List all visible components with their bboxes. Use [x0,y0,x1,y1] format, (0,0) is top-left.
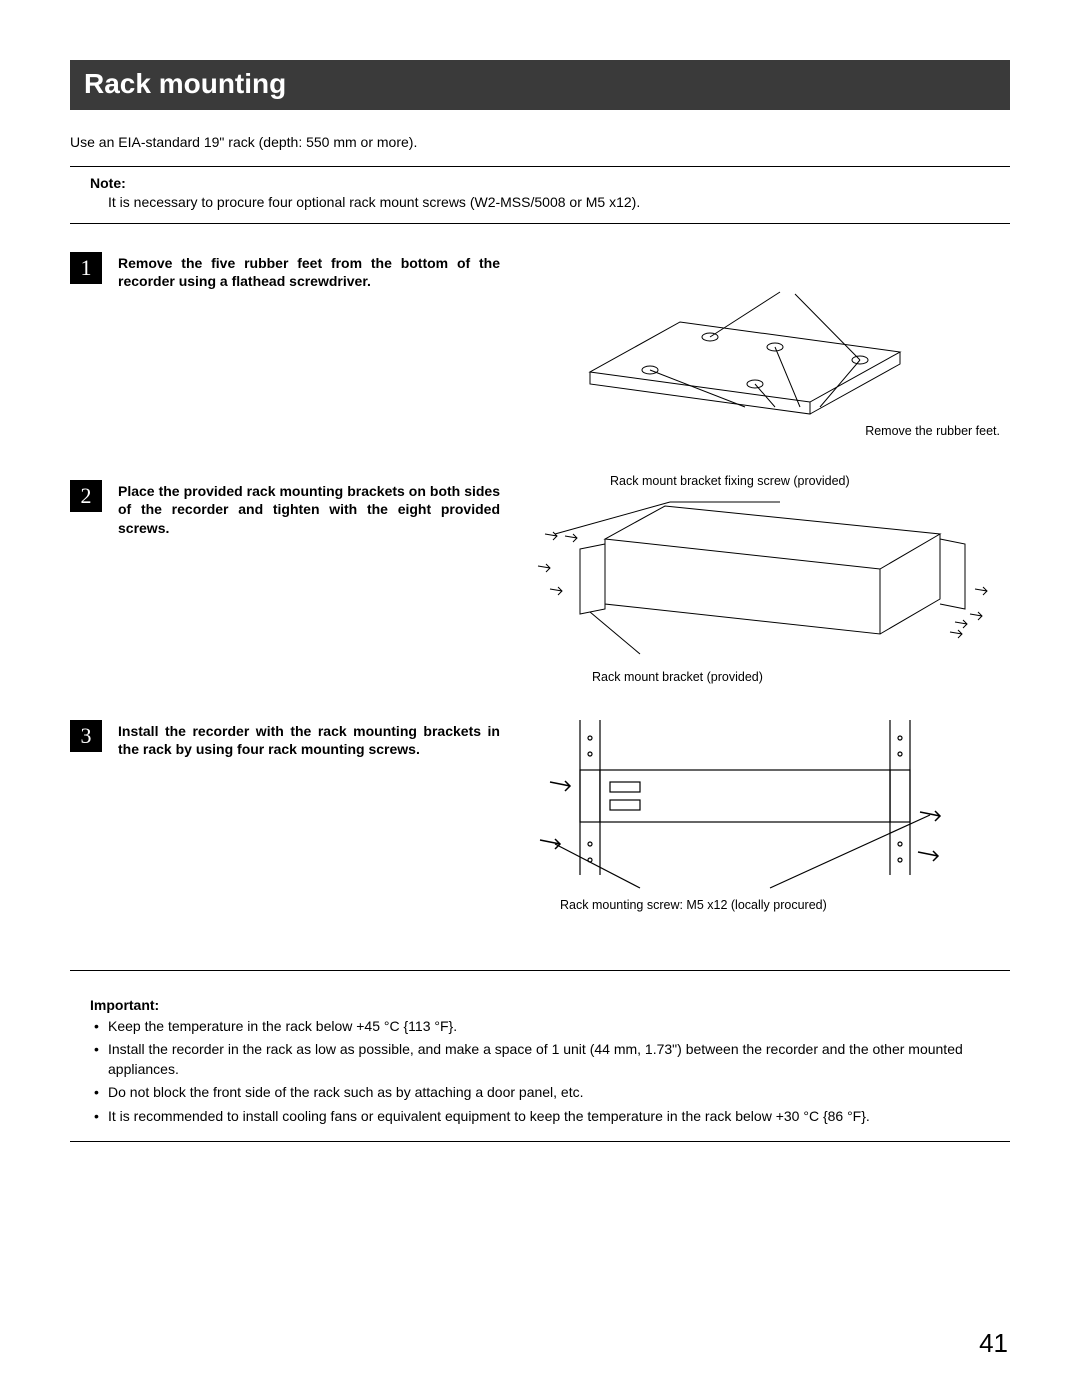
step-number: 2 [70,480,102,512]
step-1-left: 1 Remove the five rubber feet from the b… [70,252,500,292]
page-title: Rack mounting [84,68,286,99]
important-item: Do not block the front side of the rack … [92,1083,990,1103]
note-title: Note: [90,175,990,191]
steps-container: 1 Remove the five rubber feet from the b… [70,252,1010,930]
step-3: 3 Install the recorder with the rack mou… [70,720,1010,930]
page-number: 41 [979,1328,1008,1359]
step-2-text: Place the provided rack mounting bracket… [118,480,500,539]
important-block: Important: Keep the temperature in the r… [70,991,1010,1141]
figure-recorder-bottom [520,252,950,422]
note-text: It is necessary to procure four optional… [90,193,990,213]
figure-rack [520,720,960,895]
step-3-figure: Rack mounting screw: M5 x12 (locally pro… [520,720,1010,930]
step-1-figure: Remove the rubber feet. [520,252,1010,452]
step-1: 1 Remove the five rubber feet from the b… [70,252,1010,452]
figure-2-caption-bottom: Rack mount bracket (provided) [592,670,763,684]
note-block: Note: It is necessary to procure four op… [70,167,1010,223]
important-item: Install the recorder in the rack as low … [92,1040,990,1079]
step-3-text: Install the recorder with the rack mount… [118,720,500,760]
figure-2-caption-top: Rack mount bracket fixing screw (provide… [610,474,850,488]
step-number: 3 [70,720,102,752]
page-title-bar: Rack mounting [70,60,1010,110]
step-2: 2 Place the provided rack mounting brack… [70,480,1010,690]
step-3-left: 3 Install the recorder with the rack mou… [70,720,500,760]
figure-1-caption: Remove the rubber feet. [865,424,1000,438]
intro-text: Use an EIA-standard 19" rack (depth: 550… [70,134,1010,150]
page: Rack mounting Use an EIA-standard 19" ra… [0,0,1080,1182]
important-item: It is recommended to install cooling fan… [92,1107,990,1127]
important-top-rule [70,970,1010,971]
important-bottom-rule [70,1141,1010,1142]
step-2-figure: Rack mount bracket fixing screw (provide… [520,480,1010,690]
step-1-text: Remove the five rubber feet from the bot… [118,252,500,292]
important-list: Keep the temperature in the rack below +… [90,1017,990,1127]
step-2-left: 2 Place the provided rack mounting brack… [70,480,500,539]
note-bottom-rule [70,223,1010,224]
important-item: Keep the temperature in the rack below +… [92,1017,990,1037]
figure-brackets [520,494,1000,669]
step-number: 1 [70,252,102,284]
important-title: Important: [90,997,990,1013]
figure-3-caption: Rack mounting screw: M5 x12 (locally pro… [560,898,827,912]
